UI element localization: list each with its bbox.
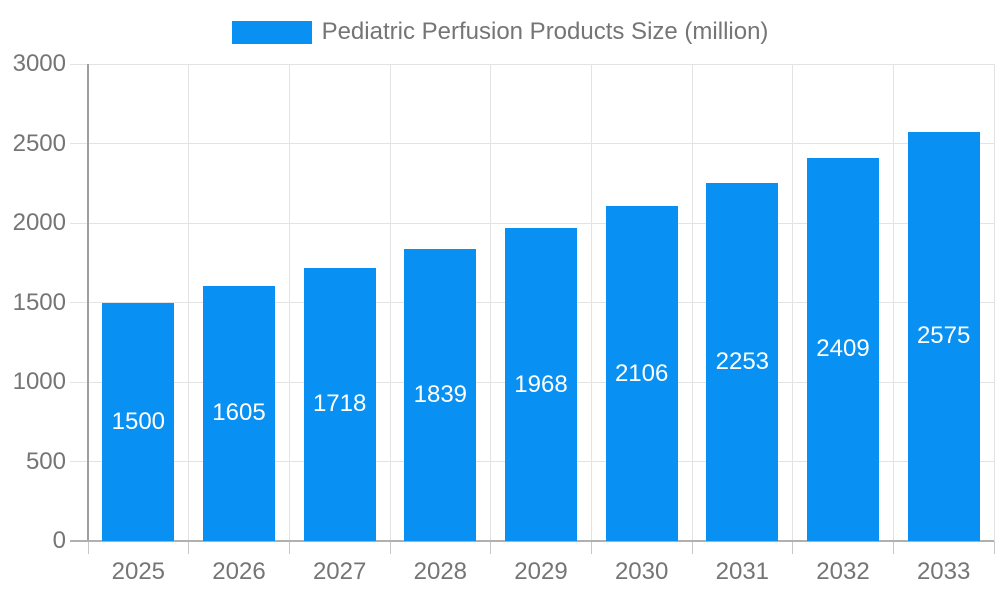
- x-tick-label: 2030: [614, 558, 669, 585]
- y-tick-label: 2500: [12, 129, 66, 157]
- h-gridline: [70, 143, 994, 144]
- bar-value-label: 1500: [111, 407, 166, 435]
- bar: [203, 285, 275, 541]
- y-axis-line: [87, 64, 89, 541]
- v-gridline: [288, 64, 290, 541]
- y-tick-label: 1000: [12, 368, 66, 395]
- bar: [605, 206, 678, 541]
- bar-value-label: 1718: [312, 390, 367, 418]
- x-axis-tick: [792, 541, 794, 554]
- x-axis-tick: [288, 541, 290, 554]
- h-gridline: [70, 222, 994, 224]
- y-tick-label: 2000: [12, 209, 66, 236]
- y-tick-label: 500: [25, 447, 66, 475]
- x-tick-label: 2027: [312, 558, 367, 585]
- bar-value-label: 1968: [514, 370, 568, 398]
- v-gridline: [691, 64, 693, 541]
- v-gridline: [892, 64, 894, 541]
- x-axis-tick: [993, 541, 995, 554]
- plot-area: 0 500 1000 1500 2000 2500 3000 1500 2025 1605 2026…: [13, 50, 995, 585]
- bar-value-label: 1839: [413, 380, 468, 408]
- legend-swatch: [231, 20, 312, 44]
- x-axis-tick: [892, 541, 894, 554]
- x-tick-label: 2033: [916, 558, 971, 585]
- legend: Pediatric Perfusion Products Size (milli…: [0, 18, 1000, 46]
- h-gridline: [70, 63, 994, 65]
- bar: [907, 131, 980, 541]
- bar-value-label: 2253: [715, 347, 770, 375]
- x-tick-label: 2028: [413, 558, 468, 585]
- bar: [807, 157, 879, 541]
- x-axis-tick: [389, 541, 391, 554]
- x-axis-tick: [490, 541, 492, 554]
- x-tick-label: 2025: [111, 558, 166, 585]
- x-tick-label: 2031: [715, 558, 770, 585]
- v-gridline: [590, 64, 592, 541]
- bar: [505, 228, 577, 541]
- bar-value-label: 1605: [212, 399, 266, 427]
- y-tick-label: 1500: [12, 288, 66, 316]
- v-gridline: [993, 64, 995, 541]
- x-tick-label: 2032: [816, 558, 870, 585]
- bar: [102, 302, 175, 541]
- y-tick-label: 3000: [12, 50, 66, 77]
- x-axis-tick: [590, 541, 592, 554]
- x-tick-label: 2026: [212, 558, 266, 585]
- v-gridline: [188, 64, 190, 541]
- x-tick-label: 2029: [514, 558, 568, 585]
- legend-label: Pediatric Perfusion Products Size (milli…: [321, 18, 769, 45]
- v-gridline: [792, 64, 794, 541]
- x-axis-line: [70, 540, 994, 542]
- x-axis-tick: [87, 541, 89, 554]
- x-axis-tick: [188, 541, 190, 554]
- bar-value-label: 2409: [816, 335, 870, 363]
- bar: [706, 182, 779, 541]
- v-gridline: [389, 64, 391, 541]
- bar: [303, 267, 376, 541]
- bar-value-label: 2106: [614, 359, 669, 387]
- bar: [404, 248, 477, 541]
- bar-value-label: 2575: [916, 322, 971, 350]
- y-tick-label: 0: [52, 527, 66, 554]
- v-gridline: [490, 64, 492, 541]
- x-axis-tick: [691, 541, 693, 554]
